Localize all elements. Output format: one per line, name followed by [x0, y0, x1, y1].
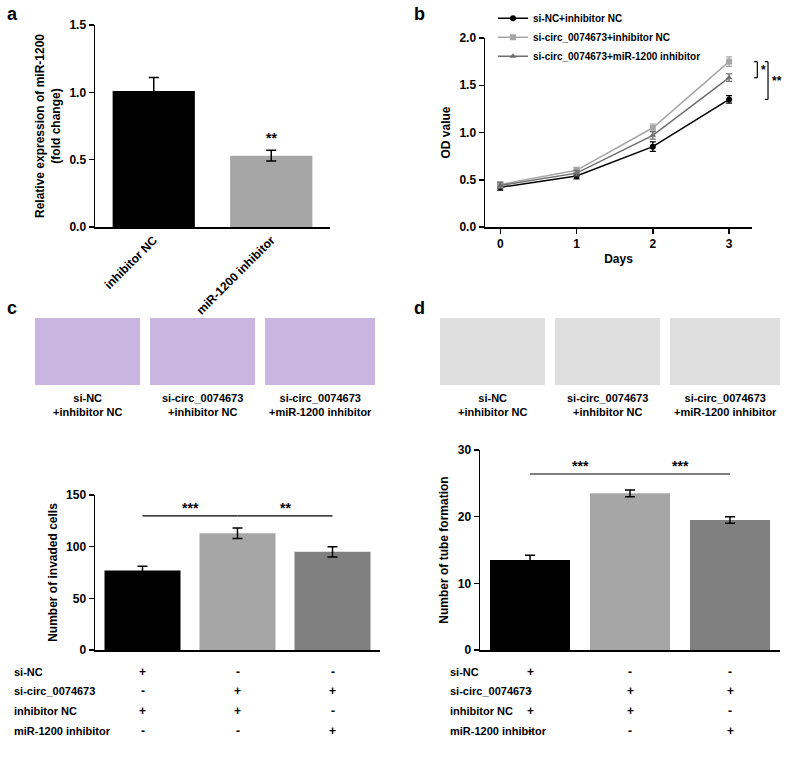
svg-text:si-NC+inhibitor NC: si-NC+inhibitor NC [458, 392, 527, 418]
svg-text:+: + [627, 704, 634, 718]
svg-text:miR-1200 inhibitor: miR-1200 inhibitor [450, 725, 547, 737]
svg-text:-: - [628, 724, 632, 738]
svg-text:-: - [141, 724, 145, 738]
svg-text:si-circ_0074673+miR-1200 inhib: si-circ_0074673+miR-1200 inhibitor [533, 51, 700, 62]
svg-text:si-NC: si-NC [14, 666, 43, 678]
svg-text:50: 50 [73, 592, 87, 606]
svg-text:+: + [329, 684, 336, 698]
svg-text:d: d [414, 298, 425, 318]
svg-text:miR-1200 inhibitor: miR-1200 inhibitor [194, 233, 278, 317]
svg-text:+: + [727, 724, 734, 738]
svg-text:1.0: 1.0 [459, 126, 476, 140]
svg-text:***: *** [572, 458, 589, 474]
svg-text:miR-1200 inhibitor: miR-1200 inhibitor [14, 725, 111, 737]
svg-text:2.0: 2.0 [459, 31, 476, 45]
svg-text:si-circ_0074673+inhibitor NC: si-circ_0074673+inhibitor NC [533, 32, 670, 43]
svg-text:***: *** [672, 458, 689, 474]
svg-text:si-NC: si-NC [450, 666, 479, 678]
svg-text:**: ** [280, 500, 291, 516]
svg-text:+: + [627, 684, 634, 698]
svg-text:30: 30 [458, 443, 472, 457]
svg-text:20: 20 [458, 510, 472, 524]
svg-text:inhibitor NC: inhibitor NC [450, 705, 513, 717]
svg-text:a: a [7, 4, 18, 24]
svg-text:-: - [331, 665, 335, 679]
svg-text:+: + [527, 665, 534, 679]
svg-text:b: b [414, 4, 425, 24]
svg-text:-: - [528, 684, 532, 698]
svg-text:1.0: 1.0 [69, 86, 86, 100]
svg-text:0: 0 [79, 643, 86, 657]
svg-text:+: + [139, 704, 146, 718]
svg-text:Relative expression of miR-120: Relative expression of miR-1200(fold cha… [33, 34, 63, 218]
svg-text:si-circ_0074673+inhibitor NC: si-circ_0074673+inhibitor NC [162, 392, 243, 418]
svg-text:-: - [236, 724, 240, 738]
svg-text:inhibitor NC: inhibitor NC [102, 233, 161, 292]
svg-text:***: *** [182, 500, 199, 516]
svg-text:si-circ_0074673: si-circ_0074673 [14, 685, 95, 697]
svg-text:si-circ_0074673+miR-1200 inhib: si-circ_0074673+miR-1200 inhibitor [269, 392, 372, 418]
svg-text:inhibitor NC: inhibitor NC [14, 705, 77, 717]
svg-text:0.5: 0.5 [459, 173, 476, 187]
svg-text:OD value: OD value [439, 106, 453, 158]
svg-text:-: - [236, 665, 240, 679]
svg-text:0.0: 0.0 [459, 220, 476, 234]
svg-text:**: ** [772, 74, 782, 88]
svg-text:-: - [628, 665, 632, 679]
svg-text:si-NC+inhibitor NC: si-NC+inhibitor NC [53, 392, 122, 418]
svg-text:0.0: 0.0 [69, 220, 86, 234]
svg-text:+: + [234, 684, 241, 698]
svg-text:0.5: 0.5 [69, 153, 86, 167]
svg-text:0: 0 [497, 237, 504, 251]
svg-text:+: + [329, 724, 336, 738]
svg-text:c: c [7, 298, 17, 318]
svg-text:Days: Days [604, 252, 633, 266]
svg-text:-: - [528, 724, 532, 738]
svg-text:3: 3 [726, 237, 733, 251]
svg-text:-: - [331, 704, 335, 718]
svg-text:100: 100 [66, 540, 86, 554]
svg-text:si-circ_0074673+miR-1200 inhib: si-circ_0074673+miR-1200 inhibitor [674, 392, 777, 418]
svg-text:1: 1 [573, 237, 580, 251]
svg-text:1.5: 1.5 [459, 78, 476, 92]
svg-text:+: + [727, 684, 734, 698]
svg-text:-: - [141, 684, 145, 698]
svg-text:Number of tube formation: Number of tube formation [437, 476, 451, 623]
svg-text:1.5: 1.5 [69, 18, 86, 32]
svg-text:+: + [527, 704, 534, 718]
svg-text:si-NC+inhibitor NC: si-NC+inhibitor NC [533, 13, 622, 24]
svg-text:**: ** [266, 130, 277, 146]
svg-text:2: 2 [649, 237, 656, 251]
svg-text:*: * [761, 63, 766, 77]
svg-text:+: + [234, 704, 241, 718]
svg-text:0: 0 [464, 643, 471, 657]
svg-text:150: 150 [66, 488, 86, 502]
svg-text:-: - [728, 665, 732, 679]
svg-text:si-circ_0074673: si-circ_0074673 [450, 685, 531, 697]
svg-text:si-circ_0074673+inhibitor NC: si-circ_0074673+inhibitor NC [567, 392, 648, 418]
svg-text:10: 10 [458, 577, 472, 591]
svg-text:-: - [728, 704, 732, 718]
svg-text:Number of invaded cells: Number of invaded cells [46, 503, 60, 642]
svg-text:+: + [139, 665, 146, 679]
